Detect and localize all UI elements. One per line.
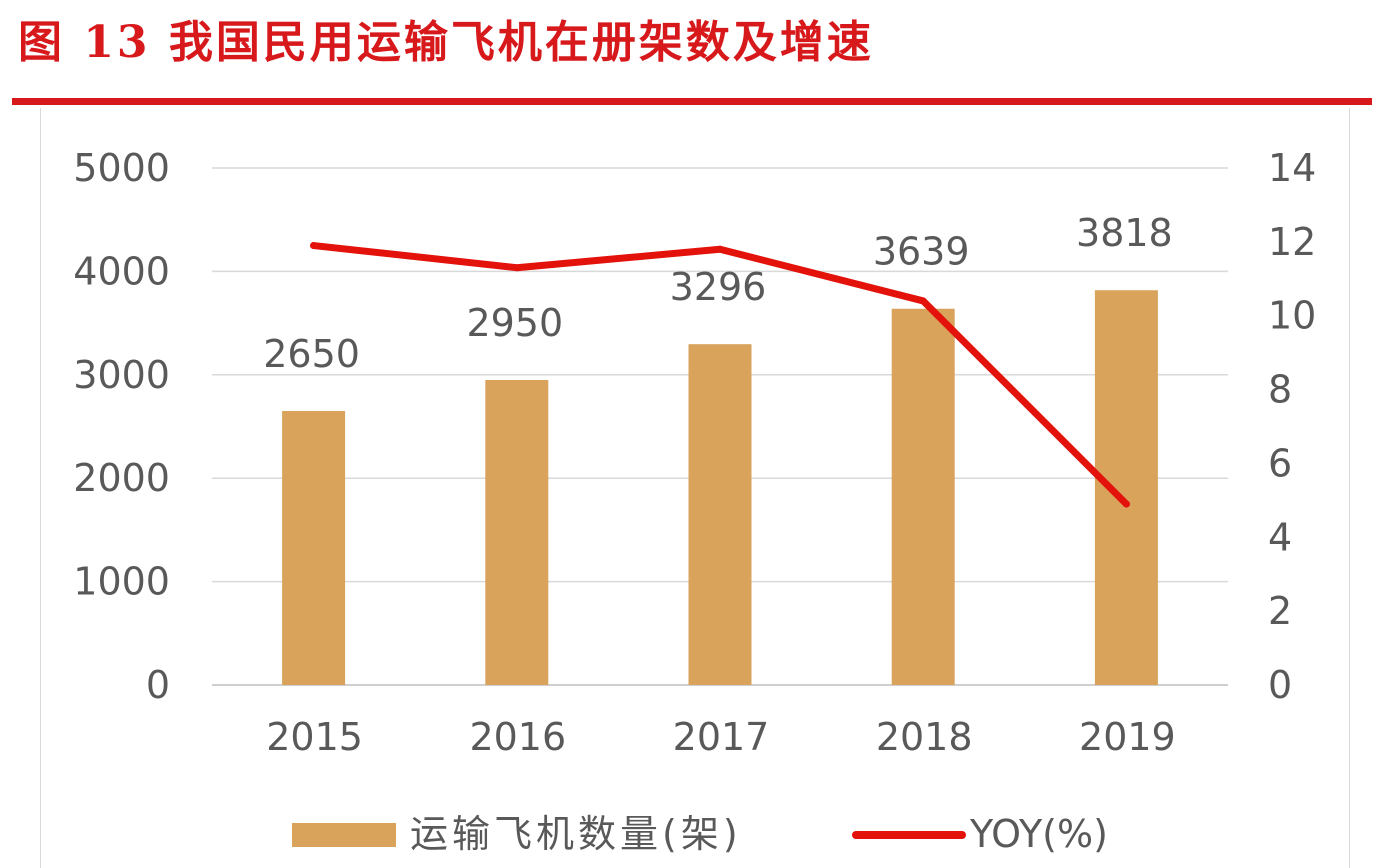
x-axis: 2015 2016 2017 2018 2019 (266, 715, 1176, 759)
yoy-point (513, 264, 521, 272)
figure-title: 图 13 我国民用运输飞机在册架数及增速 (18, 17, 874, 68)
chart-frame (40, 108, 1350, 868)
right-tick-label: 6 (1268, 441, 1292, 485)
yoy-point (310, 242, 318, 250)
yoy-point (716, 245, 724, 253)
right-tick-label: 12 (1268, 220, 1316, 264)
left-tick-label: 1000 (73, 560, 170, 604)
legend-swatch-bars (292, 823, 396, 847)
bar (1094, 290, 1158, 685)
legend-label-line: YOY(%) (969, 812, 1108, 856)
right-tick-label: 0 (1268, 663, 1292, 707)
right-tick-label: 8 (1268, 368, 1292, 412)
x-tick-label: 2015 (266, 715, 363, 759)
yoy-point (919, 297, 927, 305)
bar-value-label: 3639 (873, 230, 970, 274)
bar (485, 379, 549, 685)
bar (688, 344, 752, 685)
title-rule (12, 98, 1372, 105)
left-tick-label: 3000 (73, 353, 170, 397)
yoy-point (1122, 500, 1130, 508)
right-tick-label: 4 (1268, 515, 1292, 559)
left-tick-label: 0 (146, 663, 170, 707)
left-tick-label: 5000 (73, 146, 170, 190)
line-series (310, 242, 1130, 508)
left-tick-label: 4000 (73, 249, 170, 293)
x-tick-label: 2019 (1079, 715, 1176, 759)
x-tick-label: 2016 (469, 715, 566, 759)
right-tick-label: 14 (1268, 146, 1316, 190)
right-tick-label: 2 (1268, 589, 1292, 633)
legend-label-bars: 运输飞机数量(架) (410, 812, 742, 856)
bar-data-labels: 2650 2950 3296 3639 3818 (263, 211, 1173, 376)
right-y-axis: 0 2 4 6 8 10 12 14 (1268, 146, 1316, 707)
bar-series (282, 290, 1158, 685)
bar-value-label: 2950 (466, 301, 563, 345)
bar (891, 308, 955, 685)
x-tick-label: 2017 (673, 715, 770, 759)
bar-value-label: 2650 (263, 332, 360, 376)
bar-value-label: 3296 (670, 265, 767, 309)
x-tick-label: 2018 (876, 715, 973, 759)
right-tick-label: 10 (1268, 294, 1316, 338)
left-y-axis: 0 1000 2000 3000 4000 5000 (73, 146, 170, 707)
left-tick-label: 2000 (73, 456, 170, 500)
bar-value-label: 3818 (1076, 211, 1173, 255)
bar (282, 410, 346, 685)
legend: 运输飞机数量(架) YOY(%) (292, 812, 1108, 856)
